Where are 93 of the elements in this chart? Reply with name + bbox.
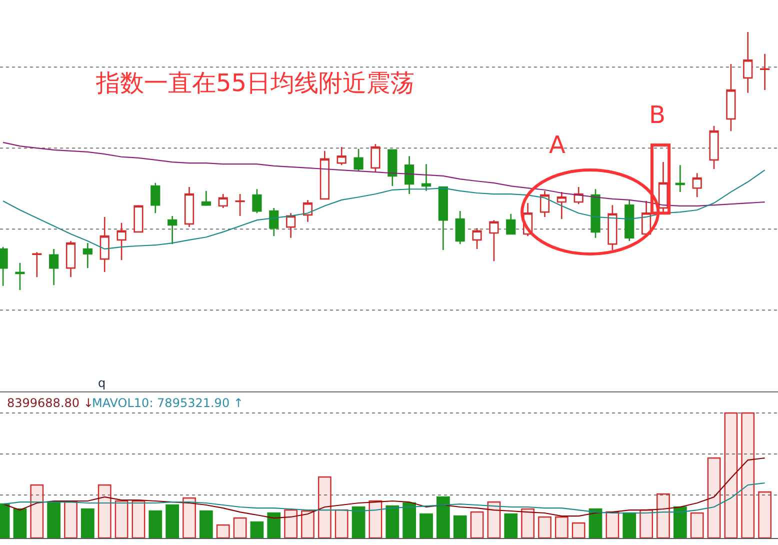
candlestick xyxy=(489,219,499,262)
candlestick xyxy=(320,150,330,200)
candlestick xyxy=(675,164,685,193)
candlestick xyxy=(540,190,550,218)
bar xyxy=(504,513,518,538)
candlestick xyxy=(388,149,398,187)
bar xyxy=(148,510,162,538)
bar xyxy=(673,506,687,538)
candlestick xyxy=(370,143,380,173)
bar xyxy=(166,504,180,538)
candlestick xyxy=(760,53,770,91)
candlestick xyxy=(658,161,668,213)
candlestick xyxy=(218,193,228,209)
candlestick xyxy=(66,240,76,278)
candlestick xyxy=(624,199,634,242)
bar xyxy=(470,511,484,538)
candlestick xyxy=(455,210,465,245)
candlestick xyxy=(421,163,432,192)
bar xyxy=(216,524,230,538)
bar xyxy=(233,517,247,538)
candlestick xyxy=(743,31,753,94)
bar xyxy=(64,501,78,538)
candlestick xyxy=(726,63,736,132)
annotation: B xyxy=(649,101,666,129)
bar xyxy=(267,512,281,538)
candlestick xyxy=(336,146,346,166)
candlestick xyxy=(590,188,600,239)
candlestick xyxy=(252,188,262,214)
bar xyxy=(724,412,738,538)
bar xyxy=(250,521,264,538)
bar xyxy=(554,516,568,538)
bar xyxy=(741,412,755,538)
bar xyxy=(368,500,382,538)
bar xyxy=(80,508,94,538)
candlestick xyxy=(556,191,566,220)
bar xyxy=(572,522,586,538)
bar xyxy=(386,505,400,538)
candlestick xyxy=(354,148,364,172)
bar xyxy=(588,508,602,538)
candlestick xyxy=(82,242,92,269)
candlestick xyxy=(15,262,25,291)
candlestick xyxy=(438,186,448,251)
bar xyxy=(758,491,772,538)
candlestick xyxy=(235,193,245,217)
text: q xyxy=(98,376,106,390)
candlestick xyxy=(201,190,211,207)
bar xyxy=(521,508,534,538)
candlestick xyxy=(150,182,160,214)
bar xyxy=(487,501,501,538)
bar xyxy=(690,512,704,538)
bar xyxy=(622,512,636,538)
bar xyxy=(606,511,620,538)
text: 指数一直在55日均线附近震荡 xyxy=(95,69,415,97)
bar xyxy=(334,509,348,538)
bar xyxy=(114,500,128,538)
bar xyxy=(420,513,433,538)
candlestick xyxy=(49,248,59,286)
text: MAVOL10: 7895321.90 ↑ xyxy=(92,396,244,410)
bar xyxy=(352,506,366,538)
bar xyxy=(199,510,213,538)
candlestick xyxy=(134,204,144,233)
annotation: A xyxy=(549,131,566,159)
bar xyxy=(301,510,314,538)
bar xyxy=(640,509,653,538)
bar xyxy=(538,516,552,538)
candlestick xyxy=(32,251,42,278)
candlestick xyxy=(184,186,194,228)
bar xyxy=(182,497,196,538)
bar xyxy=(318,476,332,538)
bar xyxy=(132,500,146,538)
candlestick xyxy=(506,213,516,235)
bar xyxy=(453,515,467,538)
candlestick xyxy=(709,125,719,170)
bar xyxy=(47,502,61,538)
bar xyxy=(656,493,670,538)
bar xyxy=(436,496,450,538)
candlestick xyxy=(692,172,702,198)
candlestick xyxy=(269,207,279,237)
candlestick xyxy=(302,199,313,223)
candlestick xyxy=(608,204,618,251)
bar xyxy=(98,484,112,538)
candlestick xyxy=(472,227,482,250)
candlestick xyxy=(404,155,414,195)
candlestick xyxy=(100,216,110,273)
bar xyxy=(284,509,298,538)
bar xyxy=(30,484,44,538)
candlestick xyxy=(168,215,178,245)
bar xyxy=(707,457,721,538)
text: 8399688.80 ↓ xyxy=(7,396,94,410)
candlestick xyxy=(116,222,126,261)
bar xyxy=(402,502,416,538)
candlestick xyxy=(286,212,296,239)
bar xyxy=(13,508,27,538)
